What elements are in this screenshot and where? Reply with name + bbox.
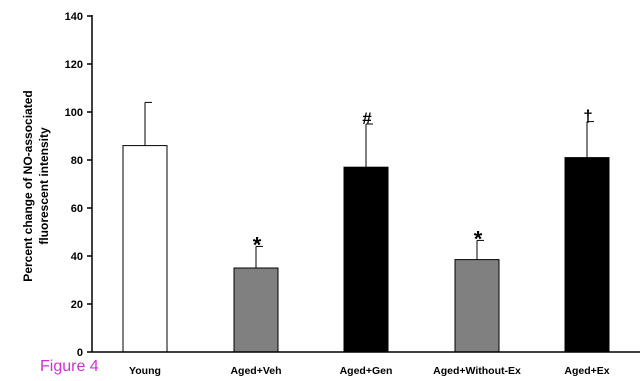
annotation-aged-gen: # — [362, 109, 372, 128]
y-tick-label-20: 20 — [71, 299, 83, 311]
bars — [122, 101, 610, 353]
category-label-aged-gen: Aged+Gen — [340, 365, 393, 377]
y-tick-label-0: 0 — [77, 347, 83, 359]
category-label-aged-without-ex: Aged+Without-Ex — [433, 365, 521, 377]
y-tick-label-60: 60 — [71, 203, 83, 215]
significance-annotations: * # * † — [253, 107, 593, 258]
bar-young — [122, 145, 168, 353]
y-tick-label-100: 100 — [65, 107, 83, 119]
annotation-aged-veh: * — [253, 232, 262, 257]
category-label-aged-ex: Aged+Ex — [564, 365, 609, 377]
axes — [91, 15, 640, 353]
bar-aged-ex — [564, 157, 610, 353]
y-axis-label-line-2: fluorescent intensity — [37, 127, 51, 245]
y-tick-label-120: 120 — [65, 59, 83, 71]
annotation-aged-without-ex: * — [474, 226, 483, 251]
category-labels: Young Aged+Veh Aged+Gen Aged+Without-Ex Aged… — [129, 365, 610, 377]
y-tick-label-140: 140 — [65, 11, 83, 23]
y-axis-label-line-1: Percent change of NO-associated — [21, 90, 35, 281]
annotation-aged-ex: † — [583, 107, 592, 126]
category-label-young: Young — [129, 365, 161, 377]
y-tick-label-80: 80 — [71, 155, 83, 167]
y-axis-label: Percent change of NO-associated fluoresc… — [21, 90, 51, 281]
category-label-aged-veh: Aged+Veh — [230, 365, 281, 377]
y-axis-ticks: 0 20 40 60 80 100 120 140 — [65, 11, 92, 359]
bar-aged-veh — [233, 267, 279, 353]
figure-label: Figure 4 — [40, 358, 99, 375]
y-tick-label-40: 40 — [71, 251, 83, 263]
bar-aged-gen — [343, 166, 389, 353]
bar-aged-without-ex — [454, 259, 500, 353]
